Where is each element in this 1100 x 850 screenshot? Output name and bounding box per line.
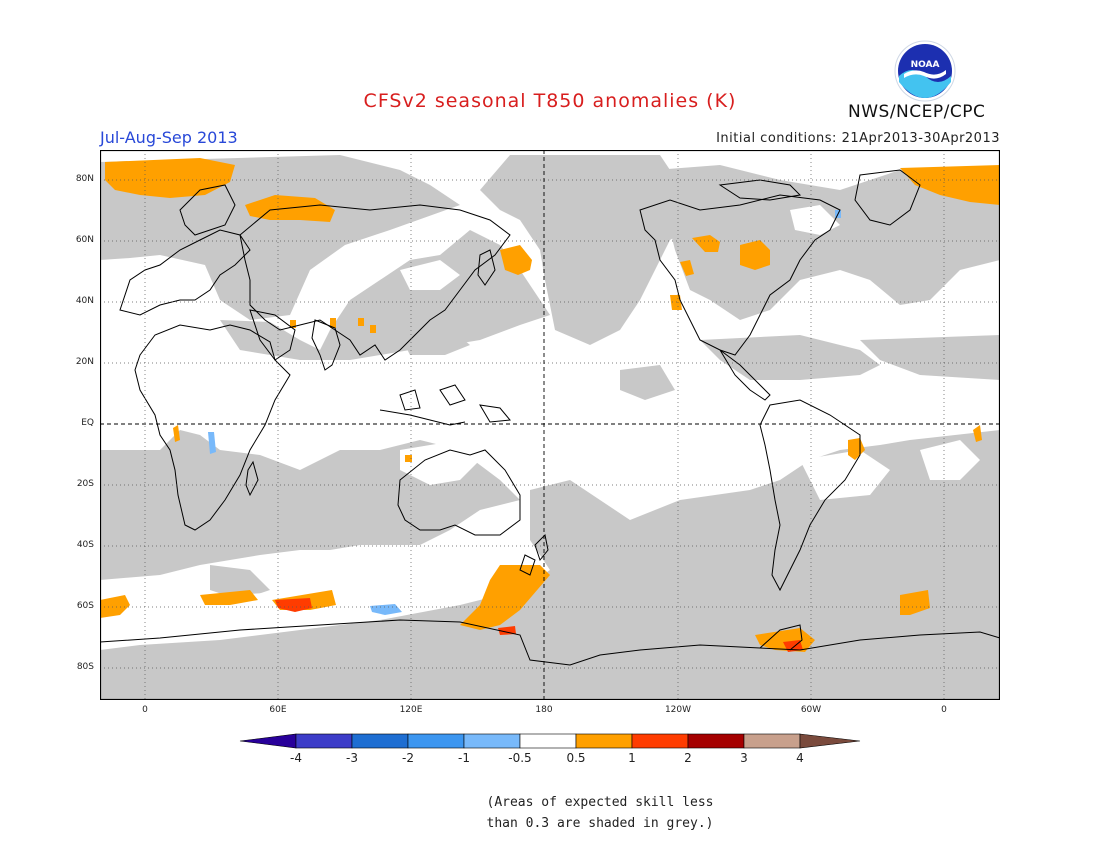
- legend-label-neg4: -4: [290, 751, 302, 765]
- lat-tick-60n: 60N: [75, 235, 94, 245]
- legend-swatch-3: [407, 733, 465, 749]
- legend-swatch-8: [687, 733, 745, 749]
- skill-footnote-line1: (Areas of expected skill less: [486, 795, 714, 810]
- legend-label-neg2: -2: [402, 751, 414, 765]
- legend-swatch-9: [743, 733, 801, 749]
- legend-swatch-7: [631, 733, 689, 749]
- lat-tick-40s: 40S: [76, 540, 94, 550]
- legend-label-neg1: -1: [458, 751, 470, 765]
- anomaly-map: [100, 150, 1000, 700]
- agency-label: NWS/NCEP/CPC: [848, 102, 986, 122]
- legend-label-pos4: 4: [796, 751, 804, 765]
- lon-tick-0-east: 0: [941, 705, 947, 715]
- lon-tick-60w: 60W: [800, 705, 822, 715]
- lat-tick-80n: 80N: [75, 174, 94, 184]
- lat-tick-60s: 60S: [76, 601, 94, 611]
- legend-label-neg3: -3: [346, 751, 358, 765]
- equator-dateline: [100, 150, 1000, 700]
- legend-swatch-6: [575, 733, 633, 749]
- legend-swatch-5: [519, 733, 577, 749]
- legend-swatch-4: [463, 733, 521, 749]
- noaa-logo-icon: NOAA: [894, 40, 956, 102]
- lat-tick-80s: 80S: [76, 662, 94, 672]
- warm-anomalies: [100, 158, 1000, 652]
- legend-arrow-low: [239, 733, 297, 749]
- lat-tick-40n: 40N: [75, 296, 94, 306]
- lon-tick-0: 0: [142, 705, 148, 715]
- initial-conditions-label: Initial conditions: 21Apr2013-30Apr2013: [716, 131, 1000, 146]
- lon-tick-120e: 120E: [399, 705, 423, 715]
- svg-text:NOAA: NOAA: [911, 60, 940, 70]
- legend-swatch-1: [295, 733, 353, 749]
- skill-footnote: (Areas of expected skill less than 0.3 a…: [0, 792, 1100, 834]
- legend-label-pos2: 2: [684, 751, 692, 765]
- lon-tick-60e: 60E: [269, 705, 287, 715]
- coastlines: [100, 169, 1000, 666]
- lat-tick-20s: 20S: [76, 479, 94, 489]
- season-label: Jul-Aug-Sep 2013: [100, 128, 238, 147]
- legend-swatch-2: [351, 733, 409, 749]
- legend-label-pos1: 1: [628, 751, 636, 765]
- map-title: CFSv2 seasonal T850 anomalies (K): [363, 90, 737, 112]
- cool-anomalies: [208, 210, 841, 615]
- legend-label-pos05: 0.5: [566, 751, 586, 765]
- skill-footnote-line2: than 0.3 are shaded in grey.): [486, 816, 714, 831]
- legend-arrow-high: [799, 733, 861, 749]
- lon-tick-120w: 120W: [664, 705, 692, 715]
- low-skill-grey-areas: [100, 155, 1000, 700]
- legend-label-neg05: -0.5: [508, 751, 532, 765]
- legend-label-pos3: 3: [740, 751, 748, 765]
- lat-tick-eq: EQ: [81, 418, 94, 428]
- lon-tick-180: 180: [535, 705, 553, 715]
- lat-tick-20n: 20N: [75, 357, 94, 367]
